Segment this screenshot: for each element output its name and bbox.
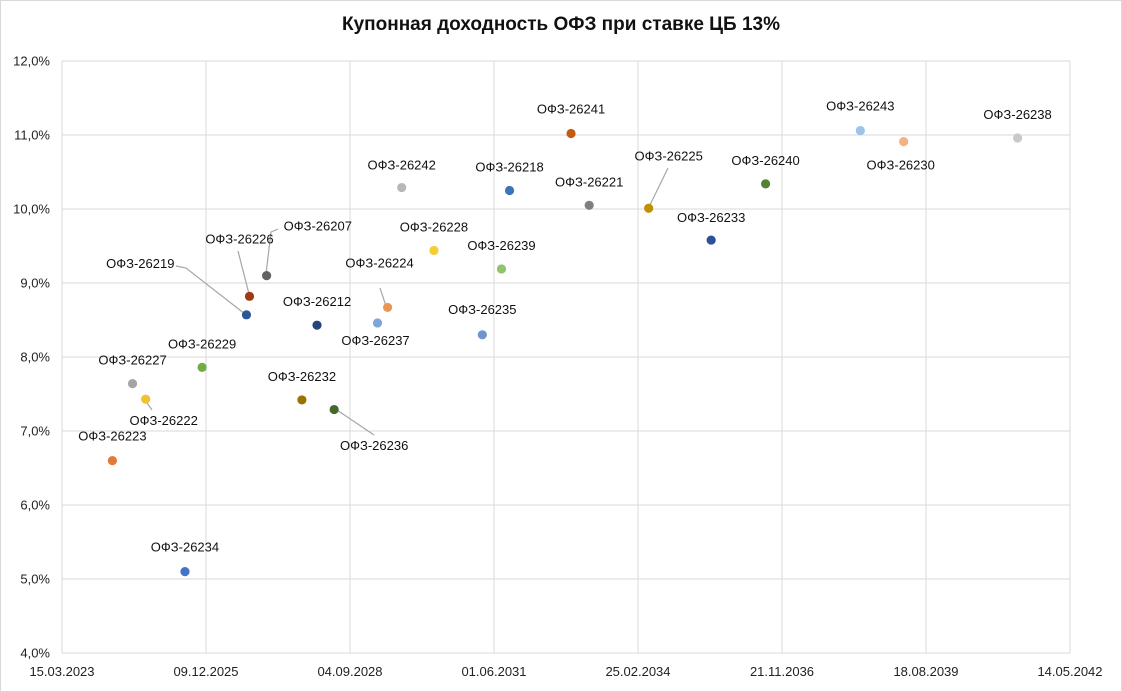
data-point xyxy=(899,137,909,147)
data-label: ОФЗ-26212 xyxy=(283,294,351,309)
data-label: ОФЗ-26223 xyxy=(78,429,146,444)
x-tick-label: 01.06.2031 xyxy=(461,664,526,679)
leader-line xyxy=(648,167,669,208)
data-label: ОФЗ-26233 xyxy=(677,210,745,225)
data-point xyxy=(504,185,515,196)
x-tick-label: 15.03.2023 xyxy=(29,664,94,679)
data-labels: ОФЗ-26223 ОФЗ-26227 ОФЗ-26222 ОФЗ-26234 ОФЗ-… xyxy=(78,99,1052,555)
data-label: ОФЗ-26222 xyxy=(129,413,197,428)
data-point xyxy=(141,394,151,404)
data-label: ОФЗ-26238 xyxy=(983,107,1051,122)
data-label: ОФЗ-26225 xyxy=(634,148,702,163)
data-point xyxy=(477,330,487,340)
leader-line xyxy=(265,228,279,275)
data-label: ОФЗ-26243 xyxy=(826,99,894,114)
leader-line xyxy=(379,287,387,307)
y-tick-label: 12,0% xyxy=(13,54,50,69)
data-label: ОФЗ-26227 xyxy=(98,353,166,368)
data-point xyxy=(584,200,594,210)
data-point xyxy=(429,245,439,256)
data-point xyxy=(329,404,339,415)
data-point xyxy=(372,318,383,328)
data-label: ОФЗ-26242 xyxy=(368,158,436,173)
data-point xyxy=(180,567,190,577)
data-label: ОФЗ-26229 xyxy=(168,336,236,351)
data-label: ОФЗ-26240 xyxy=(731,153,799,168)
data-point xyxy=(397,182,407,193)
data-label: ОФЗ-26219 xyxy=(106,256,174,271)
data-point xyxy=(566,128,576,139)
y-tick-label: 4,0% xyxy=(20,646,50,661)
leader-line xyxy=(175,265,246,315)
data-label: ОФЗ-26228 xyxy=(400,219,468,234)
x-tick-label: 04.09.2028 xyxy=(317,664,382,679)
data-label: ОФЗ-26218 xyxy=(475,160,543,175)
y-tick-label: 6,0% xyxy=(20,498,50,513)
x-tick-label: 09.12.2025 xyxy=(173,664,238,679)
data-label: ОФЗ-26230 xyxy=(867,158,935,173)
data-label: ОФЗ-26232 xyxy=(268,369,336,384)
data-point xyxy=(244,291,255,301)
x-tick-label: 14.05.2042 xyxy=(1037,664,1102,679)
chart-title: Купонная доходность ОФЗ при ставке ЦБ 13… xyxy=(341,14,781,35)
data-label: ОФЗ-26236 xyxy=(340,438,408,453)
y-tick-label: 5,0% xyxy=(20,572,50,587)
data-point xyxy=(760,179,771,189)
data-point xyxy=(127,379,138,389)
y-tick-label: 10,0% xyxy=(13,202,50,217)
data-points xyxy=(107,125,1023,577)
data-point xyxy=(197,362,207,372)
data-label: ОФЗ-26226 xyxy=(205,231,273,246)
x-tick-label: 25.02.2034 xyxy=(605,664,670,679)
data-label: ОФЗ-26235 xyxy=(448,302,516,317)
data-point xyxy=(1012,133,1023,143)
data-point xyxy=(312,320,322,330)
data-label: ОФЗ-26207 xyxy=(284,219,352,234)
data-label: ОФЗ-26241 xyxy=(537,102,605,117)
data-label: ОФЗ-26234 xyxy=(151,540,219,555)
y-tick-label: 9,0% xyxy=(20,276,50,291)
data-point xyxy=(382,302,393,313)
data-label: ОФЗ-26224 xyxy=(345,255,413,270)
y-tick-label: 7,0% xyxy=(20,424,50,439)
leader-line xyxy=(237,250,250,295)
gridlines xyxy=(61,60,1071,654)
y-tick-label: 11,0% xyxy=(14,128,50,143)
data-point xyxy=(297,395,307,405)
y-axis-ticks: 4,0% 5,0% 6,0% 7,0% 8,0% 9,0% 10,0% 11,0% 12,0% xyxy=(13,54,50,661)
data-point xyxy=(855,125,865,136)
data-point xyxy=(241,310,252,320)
data-label: ОФЗ-26237 xyxy=(341,333,409,348)
data-label: ОФЗ-26239 xyxy=(467,238,535,253)
data-point xyxy=(706,235,716,245)
data-point xyxy=(496,264,507,274)
data-point xyxy=(262,271,272,281)
data-point xyxy=(644,203,654,213)
x-tick-label: 18.08.2039 xyxy=(893,664,958,679)
y-tick-label: 8,0% xyxy=(20,350,50,365)
leader-lines xyxy=(144,140,905,436)
data-point xyxy=(107,456,117,466)
x-tick-label: 21.11.2036 xyxy=(750,664,814,679)
x-axis-ticks: 15.03.2023 09.12.2025 04.09.2028 01.06.2031… xyxy=(29,664,1102,679)
leader-line xyxy=(333,407,375,436)
data-label: ОФЗ-26221 xyxy=(555,174,623,189)
